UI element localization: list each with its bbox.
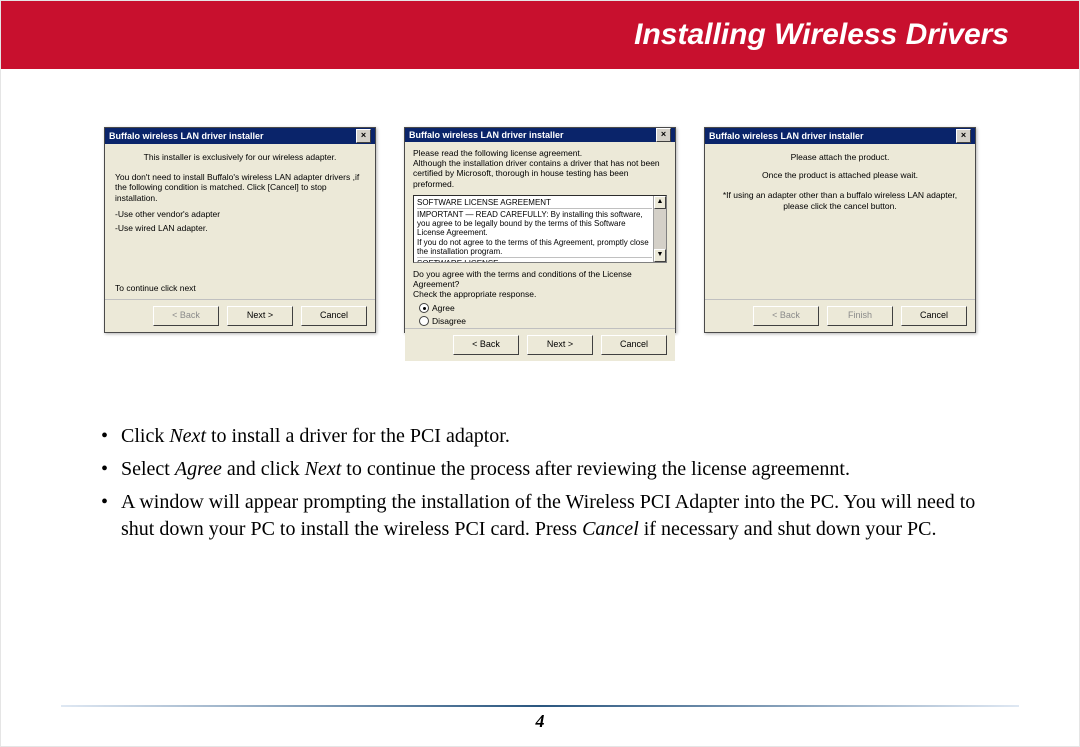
continue-text: To continue click next [115, 283, 365, 293]
agree-radio[interactable]: Agree [419, 303, 667, 313]
license-heading: SOFTWARE LICENSE AGREEMENT [417, 198, 652, 209]
close-icon[interactable]: × [356, 129, 371, 143]
back-button[interactable]: < Back [453, 335, 519, 355]
installer-dialog-step2: Buffalo wireless LAN driver installer × … [404, 127, 676, 333]
button-row: < Back Next > Cancel [105, 299, 375, 332]
page-number: 4 [1, 711, 1079, 732]
dialog-body: Please read the following license agreem… [405, 142, 675, 328]
emphasis: Next [169, 425, 206, 447]
dialog-body: Please attach the product. Once the prod… [705, 144, 975, 299]
note-text: *If using an adapter other than a buffal… [715, 190, 965, 210]
header-band: Installing Wireless Drivers [1, 1, 1079, 69]
close-icon[interactable]: × [956, 129, 971, 143]
text: if necessary and shut down your PC. [639, 518, 937, 540]
text: Click [121, 425, 169, 447]
instruction-item: A window will appear prompting the insta… [101, 489, 989, 543]
window-title: Buffalo wireless LAN driver installer [409, 130, 564, 140]
screenshots-row: Buffalo wireless LAN driver installer × … [1, 127, 1079, 333]
emphasis: Cancel [582, 518, 639, 540]
text: and click [222, 458, 305, 480]
window-title: Buffalo wireless LAN driver installer [109, 131, 264, 141]
back-button: < Back [753, 306, 819, 326]
emphasis: Next [305, 458, 342, 480]
back-button: < Back [153, 306, 219, 326]
text: to install a driver for the PCI adaptor. [206, 425, 510, 447]
page-title: Installing Wireless Drivers [634, 18, 1009, 52]
next-button[interactable]: Next > [527, 335, 593, 355]
footer-rule [61, 705, 1019, 707]
installer-dialog-step1: Buffalo wireless LAN driver installer × … [104, 127, 376, 333]
license-subheading: SOFTWARE LICENSE [417, 257, 652, 263]
instructions-list: Click Next to install a driver for the P… [101, 423, 989, 543]
document-page: Installing Wireless Drivers Buffalo wire… [0, 0, 1080, 747]
scroll-up-icon[interactable]: ▲ [654, 196, 666, 209]
button-row: < Back Finish Cancel [705, 299, 975, 332]
cancel-button[interactable]: Cancel [901, 306, 967, 326]
finish-button: Finish [827, 306, 893, 326]
window-title: Buffalo wireless LAN driver installer [709, 131, 864, 141]
license-intro: Please read the following license agreem… [413, 148, 667, 189]
page-footer: 4 [1, 705, 1079, 732]
disagree-radio[interactable]: Disagree [419, 316, 667, 326]
cancel-button[interactable]: Cancel [301, 306, 367, 326]
titlebar: Buffalo wireless LAN driver installer × [105, 128, 375, 144]
intro-text: This installer is exclusively for our wi… [115, 152, 365, 162]
radio-label: Agree [432, 303, 455, 313]
text: Select [121, 458, 175, 480]
license-body: IMPORTANT — READ CAREFULLY: By installin… [417, 210, 652, 256]
dialog-body: This installer is exclusively for our wi… [105, 144, 375, 299]
option-text: -Use wired LAN adapter. [115, 223, 365, 233]
close-icon[interactable]: × [656, 128, 671, 142]
radio-label: Disagree [432, 316, 466, 326]
attach-text: Please attach the product. [715, 152, 965, 162]
radio-icon[interactable] [419, 316, 429, 326]
titlebar: Buffalo wireless LAN driver installer × [405, 128, 675, 142]
next-button[interactable]: Next > [227, 306, 293, 326]
option-text: -Use other vendor's adapter [115, 209, 365, 219]
radio-icon[interactable] [419, 303, 429, 313]
license-textbox[interactable]: SOFTWARE LICENSE AGREEMENT IMPORTANT — R… [413, 195, 667, 263]
agree-question: Do you agree with the terms and conditio… [413, 269, 667, 300]
instruction-item: Select Agree and click Next to continue … [101, 456, 989, 483]
cancel-button[interactable]: Cancel [601, 335, 667, 355]
emphasis: Agree [175, 458, 222, 480]
titlebar: Buffalo wireless LAN driver installer × [705, 128, 975, 144]
wait-text: Once the product is attached please wait… [715, 170, 965, 180]
scrollbar[interactable]: ▲ ▼ [653, 196, 666, 262]
button-row: < Back Next > Cancel [405, 328, 675, 361]
text: to continue the process after reviewing … [341, 458, 850, 480]
instruction-item: Click Next to install a driver for the P… [101, 423, 989, 450]
scroll-down-icon[interactable]: ▼ [654, 249, 666, 262]
installer-dialog-step3: Buffalo wireless LAN driver installer × … [704, 127, 976, 333]
condition-text: You don't need to install Buffalo's wire… [115, 172, 365, 203]
